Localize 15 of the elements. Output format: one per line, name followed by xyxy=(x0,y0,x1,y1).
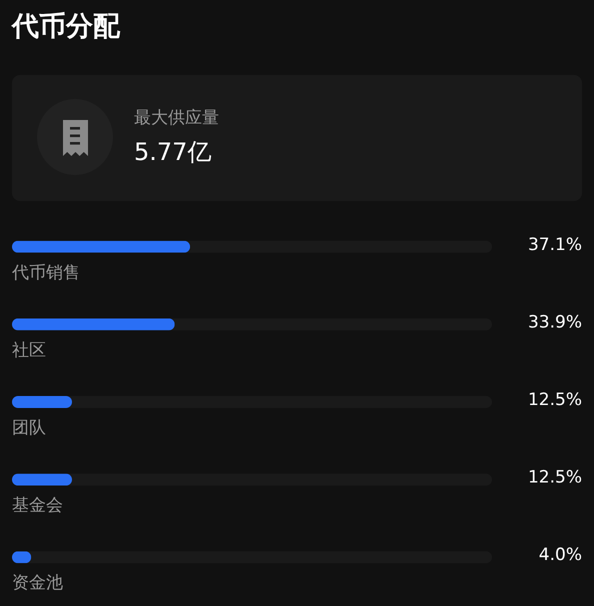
data-label: 37.1% xyxy=(528,234,582,255)
chart-title: 代币分配 xyxy=(11,11,121,42)
bar xyxy=(12,474,72,486)
bar xyxy=(12,396,72,408)
data-label: 4.0% xyxy=(538,545,582,566)
y-tick-label: 资金池 xyxy=(12,573,63,594)
y-tick-label: 团队 xyxy=(12,418,46,438)
data-label: 12.5% xyxy=(528,390,582,410)
y-tick-label: 社区 xyxy=(12,340,46,360)
data-label: 33.9% xyxy=(528,312,582,332)
text: 5.77亿 xyxy=(134,138,212,166)
text: 最大供应量 xyxy=(134,108,219,128)
y-tick-label: 基金会 xyxy=(12,496,63,516)
y-tick-label: 代币销售 xyxy=(11,262,80,283)
data-label: 12.5% xyxy=(528,468,582,488)
